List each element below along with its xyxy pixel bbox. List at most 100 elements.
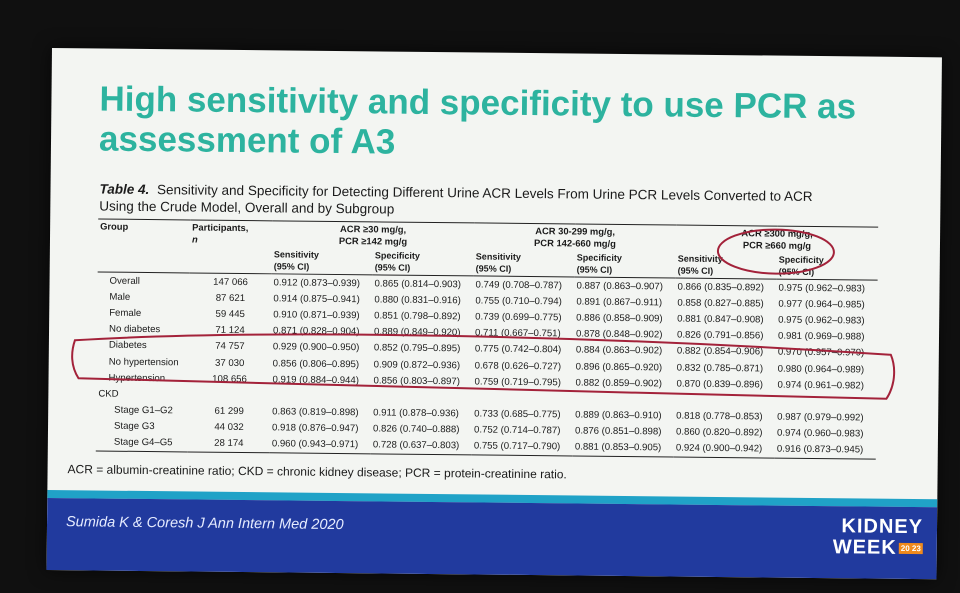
cell: 0.980 (0.964–0.989) — [777, 363, 865, 376]
row-n: 87 621 — [215, 292, 246, 304]
results-table: Group Participants, n ACR ≥30 mg/g, PCR ≥1… — [95, 218, 879, 460]
table-caption-label: Table 4. — [99, 181, 150, 198]
cell: 0.826 (0.791–0.856) — [676, 329, 764, 342]
specificity-header-2: Specificity (95% CI) — [576, 252, 622, 275]
cell: 0.919 (0.884–0.944) — [272, 374, 360, 386]
cell: 0.876 (0.851–0.898) — [574, 425, 662, 438]
cell: 0.881 (0.847–0.908) — [677, 313, 764, 326]
cell: 0.739 (0.699–0.775) — [475, 311, 562, 324]
acr-group-header-3: ACR ≥300 mg/g, PCR ≥660 mg/g — [741, 227, 813, 251]
cell: 0.889 (0.863–0.910) — [575, 409, 662, 422]
cell: 0.909 (0.872–0.936) — [373, 358, 461, 371]
cell: 0.975 (0.962–0.983) — [778, 314, 865, 327]
brand-year-badge: 20 23 — [898, 543, 923, 555]
row-group: No hypertension — [108, 356, 179, 368]
cell: 0.860 (0.820–0.892) — [675, 426, 763, 439]
cell: 0.912 (0.873–0.939) — [273, 276, 361, 289]
row-group: Stage G1–G2 — [114, 404, 173, 417]
cell: 0.752 (0.714–0.787) — [473, 424, 561, 437]
row-group: Stage G4–G5 — [113, 437, 173, 449]
row-n: 71 124 — [215, 324, 245, 337]
cell: 0.866 (0.835–0.892) — [677, 281, 765, 294]
cell: 0.863 (0.819–0.898) — [272, 406, 359, 419]
cell: 0.896 (0.865–0.920) — [575, 361, 663, 373]
row-group: Male — [109, 291, 131, 303]
citation: Sumida K & Coresh J Ann Intern Med 2020 — [65, 514, 344, 534]
cell: 0.882 (0.854–0.906) — [676, 345, 764, 358]
cell: 0.852 (0.795–0.895) — [373, 342, 461, 355]
specificity-header-1: Specificity (95% CI) — [374, 250, 420, 273]
cell: 0.886 (0.858–0.909) — [576, 312, 663, 325]
cell: 0.891 (0.867–0.911) — [576, 296, 663, 309]
row-group: Hypertension — [108, 372, 166, 384]
row-n: 74 757 — [215, 341, 245, 353]
participants-header: Participants, n — [191, 221, 249, 245]
cell: 0.918 (0.876–0.947) — [271, 422, 359, 435]
row-n: 59 445 — [215, 308, 245, 321]
cell: 0.974 (0.961–0.982) — [777, 379, 864, 392]
sensitivity-header-3: Sensitivity (95% CI) — [677, 253, 723, 276]
cell: 0.678 (0.626–0.727) — [474, 359, 562, 372]
brand-line-1: KIDNEY — [841, 515, 924, 539]
row-group: Stage G3 — [113, 420, 155, 433]
cell: 0.818 (0.778–0.853) — [676, 410, 763, 423]
cell: 0.826 (0.740–0.888) — [372, 423, 460, 436]
acr-group-header-2: ACR 30-299 mg/g, PCR 142-660 mg/g — [534, 225, 616, 249]
row-n: 44 032 — [214, 422, 244, 434]
row-group: Female — [109, 307, 142, 319]
cell: 0.880 (0.831–0.916) — [374, 294, 461, 307]
cell: 0.929 (0.900–0.950) — [272, 341, 360, 354]
cell: 0.924 (0.900–0.942) — [675, 443, 763, 455]
cell: 0.977 (0.964–0.985) — [778, 298, 865, 311]
cell: 0.916 (0.873–0.945) — [776, 444, 864, 456]
row-group: Diabetes — [108, 339, 147, 352]
cell: 0.870 (0.839–0.896) — [676, 378, 763, 391]
cell: 0.856 (0.806–0.895) — [272, 357, 360, 370]
cell: 0.974 (0.960–0.983) — [776, 427, 864, 440]
presentation-slide: High sensitivity and specificity to use … — [46, 48, 942, 580]
slide-title: High sensitivity and specificity to use … — [98, 79, 857, 162]
table-footnote: ACR = albumin-creatinine ratio; CKD = ch… — [67, 462, 567, 482]
specificity-header-3: Specificity (95% CI) — [778, 254, 824, 277]
row-n: 28 174 — [214, 438, 244, 450]
cell: 0.865 (0.814–0.903) — [374, 277, 462, 290]
cell: 0.711 (0.667–0.751) — [474, 327, 561, 340]
group-header: Group — [100, 220, 129, 232]
cell: 0.856 (0.803–0.897) — [373, 375, 461, 388]
cell: 0.914 (0.875–0.941) — [273, 293, 360, 306]
cell: 0.960 (0.943–0.971) — [271, 438, 359, 451]
cell: 0.887 (0.863–0.907) — [576, 280, 664, 293]
cell: 0.987 (0.979–0.992) — [777, 411, 864, 424]
cell: 0.981 (0.969–0.988) — [777, 330, 865, 343]
sensitivity-header-2: Sensitivity (95% CI) — [475, 251, 521, 274]
cell: 0.759 (0.719–0.795) — [474, 376, 562, 389]
cell: 0.755 (0.717–0.790) — [473, 440, 561, 453]
row-group: Overall — [109, 275, 141, 287]
cell: 0.733 (0.685–0.775) — [474, 408, 561, 421]
cell: 0.728 (0.637–0.803) — [372, 439, 460, 452]
brand-line-2: WEEK — [832, 536, 897, 559]
cell: 0.970 (0.957–0.979) — [777, 346, 865, 359]
row-n: 61 299 — [214, 405, 244, 418]
cell: 0.889 (0.849–0.920) — [373, 326, 461, 339]
cell: 0.911 (0.878–0.936) — [373, 407, 459, 420]
cell: 0.871 (0.828–0.904) — [272, 325, 360, 338]
table-caption: Table 4. Sensitivity and Specificity for… — [99, 181, 839, 223]
acr-group-header-1: ACR ≥30 mg/g, PCR ≥142 mg/g — [338, 223, 408, 247]
cell: 0.851 (0.798–0.892) — [374, 310, 461, 323]
cell: 0.755 (0.710–0.794) — [475, 295, 562, 308]
cell: 0.749 (0.708–0.787) — [475, 279, 563, 291]
row-group: CKD — [98, 388, 119, 400]
table-caption-text: Sensitivity and Specificity for Detectin… — [99, 182, 813, 217]
row-group: No diabetes — [109, 323, 161, 336]
sensitivity-header-1: Sensitivity (95% CI) — [273, 249, 319, 272]
cell: 0.858 (0.827–0.885) — [677, 297, 764, 310]
cell: 0.882 (0.859–0.902) — [575, 377, 662, 390]
cell: 0.910 (0.871–0.939) — [273, 309, 360, 322]
row-n: 108 656 — [212, 373, 247, 385]
cell: 0.775 (0.742–0.804) — [474, 343, 562, 356]
cell: 0.881 (0.853–0.905) — [574, 441, 662, 454]
row-n: 147 066 — [213, 276, 248, 288]
cell: 0.878 (0.848–0.902) — [575, 328, 663, 341]
